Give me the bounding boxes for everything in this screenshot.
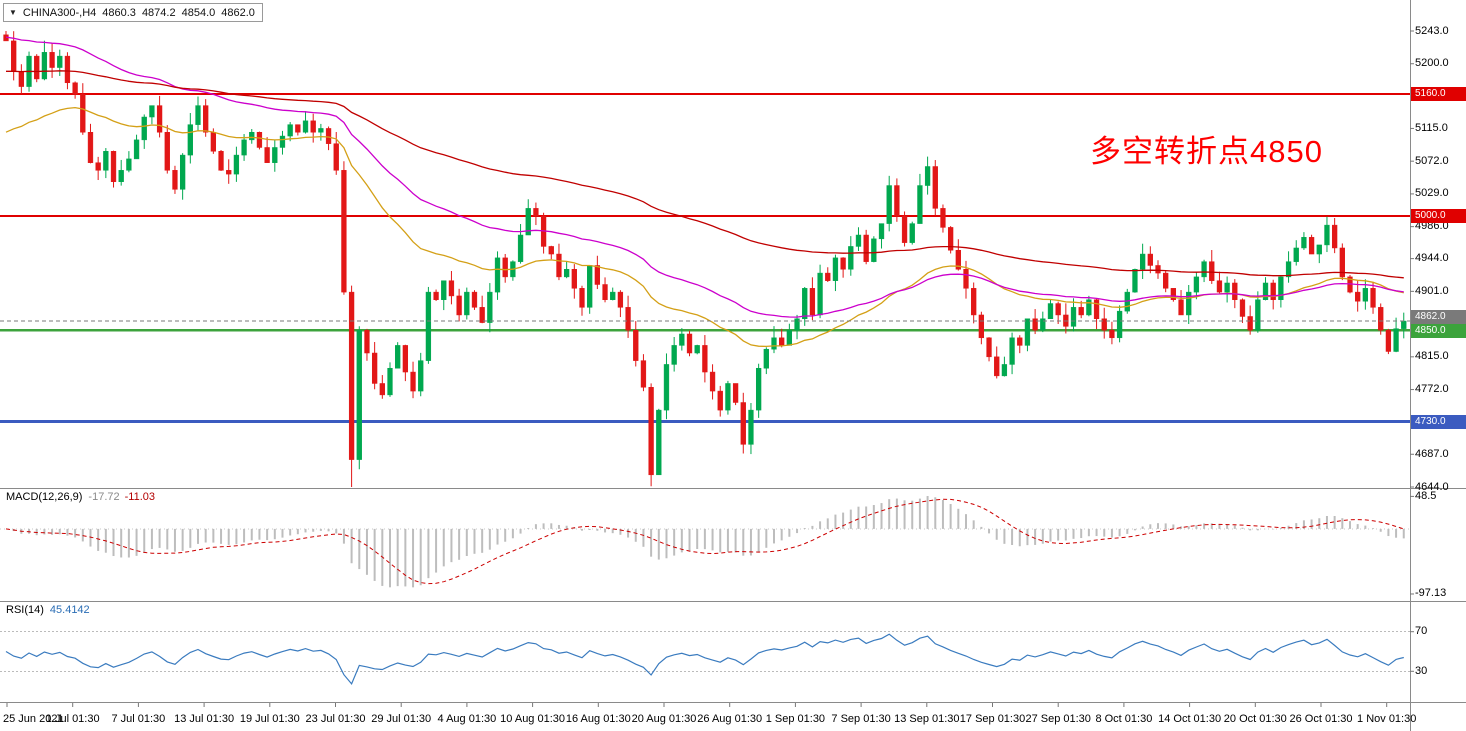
ohlc-high: 4874.2 xyxy=(141,6,176,19)
macd-tick-label: -97.13 xyxy=(1415,587,1447,600)
macd-signal-value: -11.03 xyxy=(124,491,155,503)
price-tick-label: 4687.0 xyxy=(1415,447,1449,460)
date-tick-label: 10 Aug 01:30 xyxy=(500,713,566,725)
date-tick-label: 27 Sep 01:30 xyxy=(1025,713,1091,725)
macd-tick-label: 48.5 xyxy=(1415,489,1437,502)
date-tick-label: 29 Jul 01:30 xyxy=(371,713,432,725)
date-tick-label: 1 Jul 01:30 xyxy=(45,713,100,725)
date-tick-label: 20 Oct 01:30 xyxy=(1223,713,1287,725)
price-tick-label: 5029.0 xyxy=(1415,187,1449,200)
price-tick-label: 5243.0 xyxy=(1415,24,1449,37)
rsi-level-label: 70 xyxy=(1415,625,1428,638)
rsi-level-label: 30 xyxy=(1415,664,1428,677)
date-tick-label: 8 Oct 01:30 xyxy=(1095,713,1153,725)
price-tick-label: 4772.0 xyxy=(1415,383,1449,396)
price-tick-label: 5200.0 xyxy=(1415,57,1449,70)
date-tick-label: 25 Jun 2021 xyxy=(3,713,64,725)
price-tick-label: 4815.0 xyxy=(1415,350,1449,363)
level-price-badge: 4850.0 xyxy=(1411,324,1466,339)
date-tick-label: 1 Nov 01:30 xyxy=(1357,713,1417,725)
symbol-info-bar[interactable]: ▼ CHINA300-,H4 4860.3 4874.2 4854.0 4862… xyxy=(3,3,263,22)
macd-indicator-label: MACD(12,26,9) -17.72 -11.03 xyxy=(6,491,155,503)
date-tick-label: 13 Jul 01:30 xyxy=(174,713,235,725)
price-tick-label: 4944.0 xyxy=(1415,252,1449,265)
date-tick-label: 19 Jul 01:30 xyxy=(239,713,300,725)
ohlc-low: 4854.0 xyxy=(181,6,216,19)
date-tick-label: 17 Sep 01:30 xyxy=(959,713,1026,725)
rsi-value: 45.4142 xyxy=(49,604,90,616)
date-tick-label: 26 Aug 01:30 xyxy=(697,713,763,725)
macd-main-value: -17.72 xyxy=(88,491,120,503)
date-tick-label: 16 Aug 01:30 xyxy=(565,713,631,725)
collapse-icon[interactable]: ▼ xyxy=(9,8,17,17)
price-tick-label: 4901.0 xyxy=(1415,284,1449,297)
date-tick-label: 13 Sep 01:30 xyxy=(894,713,960,725)
level-price-badge: 5000.0 xyxy=(1411,208,1466,223)
level-price-badge: 4730.0 xyxy=(1411,414,1466,429)
chart-annotation: 多空转折点4850 xyxy=(1090,134,1323,169)
date-tick-label: 26 Oct 01:30 xyxy=(1289,713,1353,725)
rsi-name: RSI(14) xyxy=(6,604,44,616)
date-tick-label: 23 Jul 01:30 xyxy=(305,713,366,725)
symbol-period-label: CHINA300-,H4 xyxy=(22,6,97,19)
date-tick-label: 4 Aug 01:30 xyxy=(437,713,497,725)
macd-name: MACD(12,26,9) xyxy=(6,491,83,503)
price-tick-label: 4644.0 xyxy=(1415,480,1449,493)
ohlc-close: 4862.0 xyxy=(221,6,255,19)
date-tick-label: 20 Aug 01:30 xyxy=(631,713,697,725)
date-tick-label: 14 Oct 01:30 xyxy=(1158,713,1222,725)
price-tick-label: 4986.0 xyxy=(1415,220,1449,233)
date-tick-label: 7 Jul 01:30 xyxy=(111,713,166,725)
price-tick-label: 5115.0 xyxy=(1415,121,1448,134)
price-tick-label: 5072.0 xyxy=(1415,154,1449,167)
date-tick-label: 7 Sep 01:30 xyxy=(831,713,891,725)
rsi-indicator-label: RSI(14) 45.4142 xyxy=(6,604,90,616)
level-price-badge: 5160.0 xyxy=(1411,87,1466,102)
date-tick-label: 1 Sep 01:30 xyxy=(765,713,826,725)
current-price-badge: 4862.0 xyxy=(1411,310,1466,325)
ohlc-open: 4860.3 xyxy=(102,6,136,19)
